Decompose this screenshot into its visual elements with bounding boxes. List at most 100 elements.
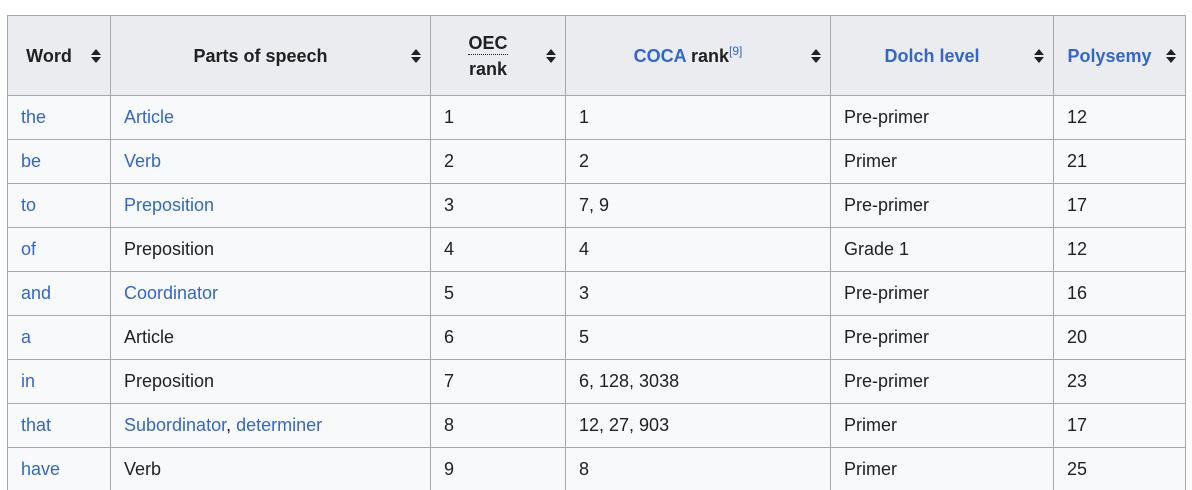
coca-rank-cell: 2 [565, 139, 831, 184]
coca-link[interactable]: COCA [633, 45, 686, 66]
polysemy-cell: 17 [1053, 403, 1186, 448]
word-cell: have [7, 447, 111, 490]
part-of-speech-link[interactable]: Coordinator [124, 283, 219, 303]
sort-icon[interactable] [546, 48, 556, 63]
word-link[interactable]: that [21, 415, 52, 435]
polysemy-cell: 20 [1053, 315, 1186, 360]
parts-of-speech-cell: Verb [110, 139, 431, 184]
word-cell: a [7, 315, 111, 360]
coca-rank-cell: 7, 9 [565, 183, 831, 228]
dolch-level-cell: Pre-primer [830, 271, 1054, 316]
dolch-level-cell: Primer [830, 447, 1054, 490]
polysemy-link[interactable]: Polysemy [1067, 45, 1152, 66]
dolch-level-cell: Pre-primer [830, 315, 1054, 360]
coca-rank-cell: 8 [565, 447, 831, 490]
sort-icon[interactable] [91, 48, 101, 63]
word-link[interactable]: of [21, 239, 37, 259]
word-link[interactable]: a [21, 327, 32, 347]
coca-rank-cell: 6, 128, 3038 [565, 359, 831, 404]
sort-icon[interactable] [411, 48, 421, 63]
word-cell: that [7, 403, 111, 448]
coca-rank-cell: 3 [565, 271, 831, 316]
part-of-speech-link[interactable]: Verb [124, 151, 162, 171]
word-link[interactable]: in [21, 371, 36, 391]
dolch-level-cell: Pre-primer [830, 183, 1054, 228]
parts-of-speech-cell: Preposition [110, 183, 431, 228]
sort-icon[interactable] [1034, 48, 1044, 63]
part-of-speech-link[interactable]: determiner [236, 415, 323, 435]
oec-abbreviation: OEC [468, 32, 508, 55]
word-link[interactable]: and [21, 283, 52, 303]
table-row: be Verb 2 2 Primer 21 [7, 139, 1186, 184]
table-row: a Article 6 5 Pre-primer 20 [7, 315, 1186, 360]
parts-of-speech-cell: Coordinator [110, 271, 431, 316]
column-header-word[interactable]: Word [7, 15, 111, 96]
coca-rank-cell: 1 [565, 95, 831, 140]
parts-of-speech-cell: Article [110, 315, 431, 360]
part-of-speech-link[interactable]: Subordinator [124, 415, 227, 435]
word-cell: to [7, 183, 111, 228]
polysemy-cell: 12 [1053, 95, 1186, 140]
parts-of-speech-cell: Subordinator, determiner [110, 403, 431, 448]
part-of-speech-link[interactable]: Preposition [124, 195, 215, 215]
polysemy-cell: 21 [1053, 139, 1186, 184]
parts-of-speech-cell: Preposition [110, 227, 431, 272]
table-row: in Preposition 7 6, 128, 3038 Pre-primer 23 [7, 359, 1186, 404]
dolch-level-link[interactable]: Dolch level [884, 45, 980, 66]
word-cell: be [7, 139, 111, 184]
part-of-speech-text: Article [124, 327, 175, 347]
oec-rank-cell: 4 [430, 227, 566, 272]
table-row: have Verb 9 8 Primer 25 [7, 447, 1186, 490]
word-link[interactable]: to [21, 195, 37, 215]
dolch-level-cell: Pre-primer [830, 359, 1054, 404]
dolch-level-cell: Grade 1 [830, 227, 1054, 272]
parts-of-speech-cell: Preposition [110, 359, 431, 404]
common-words-table: Word Parts of speech OEC rank COCA rank[… [7, 15, 1186, 490]
word-cell: and [7, 271, 111, 316]
oec-rank-cell: 9 [430, 447, 566, 490]
column-label-oec-rank: rank [468, 58, 508, 79]
polysemy-cell: 23 [1053, 359, 1186, 404]
dolch-level-cell: Pre-primer [830, 95, 1054, 140]
part-of-speech-link[interactable]: Article [124, 107, 175, 127]
word-cell: of [7, 227, 111, 272]
oec-rank-cell: 5 [430, 271, 566, 316]
column-label-word: Word [26, 45, 72, 66]
table-row: and Coordinator 5 3 Pre-primer 16 [7, 271, 1186, 316]
oec-rank-cell: 7 [430, 359, 566, 404]
reference-9-link[interactable]: [9] [729, 43, 743, 58]
dolch-level-cell: Primer [830, 403, 1054, 448]
column-header-dolch-level[interactable]: Dolch level [830, 15, 1054, 96]
part-of-speech-text: Preposition [124, 371, 215, 391]
column-header-coca-rank[interactable]: COCA rank[9] [565, 15, 831, 96]
polysemy-cell: 25 [1053, 447, 1186, 490]
polysemy-cell: 12 [1053, 227, 1186, 272]
word-cell: the [7, 95, 111, 140]
part-of-speech-text: Verb [124, 459, 162, 479]
oec-rank-cell: 8 [430, 403, 566, 448]
oec-rank-cell: 3 [430, 183, 566, 228]
word-link[interactable]: have [21, 459, 61, 479]
word-link[interactable]: be [21, 151, 42, 171]
word-cell: in [7, 359, 111, 404]
oec-rank-cell: 2 [430, 139, 566, 184]
parts-of-speech-cell: Verb [110, 447, 431, 490]
word-link[interactable]: the [21, 107, 47, 127]
coca-rank-cell: 5 [565, 315, 831, 360]
header-row: Word Parts of speech OEC rank COCA rank[… [7, 15, 1186, 96]
sort-icon[interactable] [811, 48, 821, 63]
table-body: the Article 1 1 Pre-primer 12 be Verb 2 2 Primer 21… [7, 95, 1186, 490]
coca-rank-cell: 12, 27, 903 [565, 403, 831, 448]
oec-rank-cell: 1 [430, 95, 566, 140]
column-header-oec-rank[interactable]: OEC rank [430, 15, 566, 96]
sort-icon[interactable] [1166, 48, 1176, 63]
table-header: Word Parts of speech OEC rank COCA rank[… [7, 15, 1186, 96]
table-row: of Preposition 4 4 Grade 1 12 [7, 227, 1186, 272]
column-header-polysemy[interactable]: Polysemy [1053, 15, 1186, 96]
dolch-level-cell: Primer [830, 139, 1054, 184]
column-header-parts-of-speech[interactable]: Parts of speech [110, 15, 431, 96]
table-row: to Preposition 3 7, 9 Pre-primer 17 [7, 183, 1186, 228]
column-label-parts-of-speech: Parts of speech [193, 45, 328, 66]
polysemy-cell: 16 [1053, 271, 1186, 316]
